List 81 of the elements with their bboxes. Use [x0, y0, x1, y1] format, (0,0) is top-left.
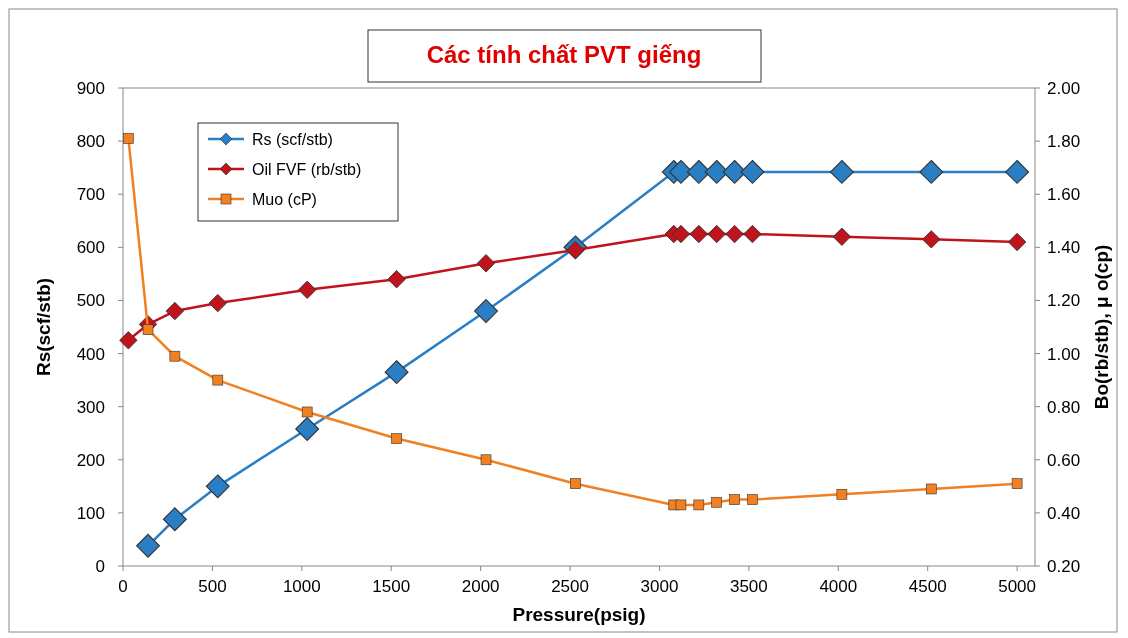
y2-tick-label: 1.60: [1047, 185, 1081, 205]
point: [165, 301, 184, 321]
point: [919, 159, 944, 184]
y-axis-title: Rs(scf/stb): [33, 277, 54, 377]
y-tick-label: 900: [76, 78, 105, 98]
x-tick-label: 4000: [819, 577, 858, 596]
chart-title: Các tính chất PVT giếng: [426, 41, 702, 68]
point: [922, 230, 941, 249]
x-tick-label: 3000: [640, 577, 679, 596]
x-tick-label: 5000: [998, 577, 1037, 596]
point: [384, 360, 409, 385]
y2-tick-label: 0.40: [1047, 503, 1081, 523]
y-tick-label: 800: [76, 132, 105, 152]
point: [1005, 159, 1030, 184]
point: [298, 280, 317, 299]
y-tick-label: 400: [76, 344, 105, 364]
point: [725, 224, 744, 244]
y2-tick-label: 0.60: [1047, 450, 1081, 470]
point: [205, 474, 230, 499]
point: [743, 224, 762, 244]
x-tick-label: 3500: [729, 577, 768, 596]
x-tick-label: 500: [198, 577, 227, 596]
point: [668, 159, 693, 184]
y-tick-label: 600: [76, 238, 105, 258]
point: [704, 159, 729, 184]
point: [707, 224, 726, 244]
point: [740, 159, 765, 184]
point: [729, 494, 740, 505]
point: [387, 270, 406, 289]
point: [1007, 232, 1027, 252]
point: [142, 324, 154, 335]
x-tick-label: 2500: [551, 577, 589, 596]
y2-tick-label: 0.20: [1047, 556, 1081, 576]
y-tick-label: 200: [76, 450, 105, 470]
point: [675, 499, 687, 511]
y-tick-label: 0: [95, 556, 105, 576]
point: [836, 489, 848, 500]
y2-tick-label: 0.80: [1047, 397, 1081, 417]
point: [925, 483, 937, 495]
point: [686, 159, 711, 184]
point: [119, 331, 138, 350]
y2-tick-label: 1.00: [1047, 344, 1081, 364]
y2-tick-label: 1.80: [1047, 132, 1081, 152]
point: [711, 496, 722, 508]
point: [480, 454, 492, 466]
legend-label: Oil FVF (rb/stb): [252, 160, 362, 178]
y2-tick-label: 2.00: [1047, 78, 1081, 98]
point: [391, 433, 402, 444]
y-tick-label: 300: [76, 397, 105, 417]
point: [671, 224, 691, 244]
point: [570, 478, 581, 489]
point: [123, 133, 134, 144]
point: [295, 417, 320, 441]
x-axis-title: Pressure(psig): [512, 604, 646, 625]
y-tick-label: 100: [76, 503, 105, 523]
point: [169, 350, 181, 362]
point: [1011, 478, 1023, 489]
x-tick-label: 0: [118, 577, 128, 596]
point: [212, 374, 224, 386]
point: [476, 254, 496, 273]
y2-tick-label: 1.40: [1047, 238, 1081, 258]
y2-tick-label: 1.20: [1047, 291, 1081, 311]
point: [474, 299, 498, 324]
point: [693, 499, 705, 511]
y-tick-label: 500: [76, 291, 105, 311]
y-tick-label: 700: [76, 185, 105, 205]
point: [829, 159, 854, 184]
point: [301, 406, 313, 418]
x-tick-label: 4500: [908, 577, 947, 596]
legend-label: Muo (cP): [252, 190, 317, 208]
x-tick-label: 2000: [461, 577, 500, 596]
point: [162, 507, 187, 532]
x-tick-label: 1000: [282, 577, 321, 596]
x-tick-label: 1500: [372, 577, 411, 596]
point: [747, 494, 758, 505]
point: [136, 533, 161, 558]
point: [832, 227, 852, 246]
point: [208, 293, 227, 313]
point: [689, 224, 708, 244]
y2-axis-title: Bo(rb/stb), μ o(cp): [1091, 244, 1112, 410]
legend-label: Rs (scf/stb): [252, 130, 333, 148]
